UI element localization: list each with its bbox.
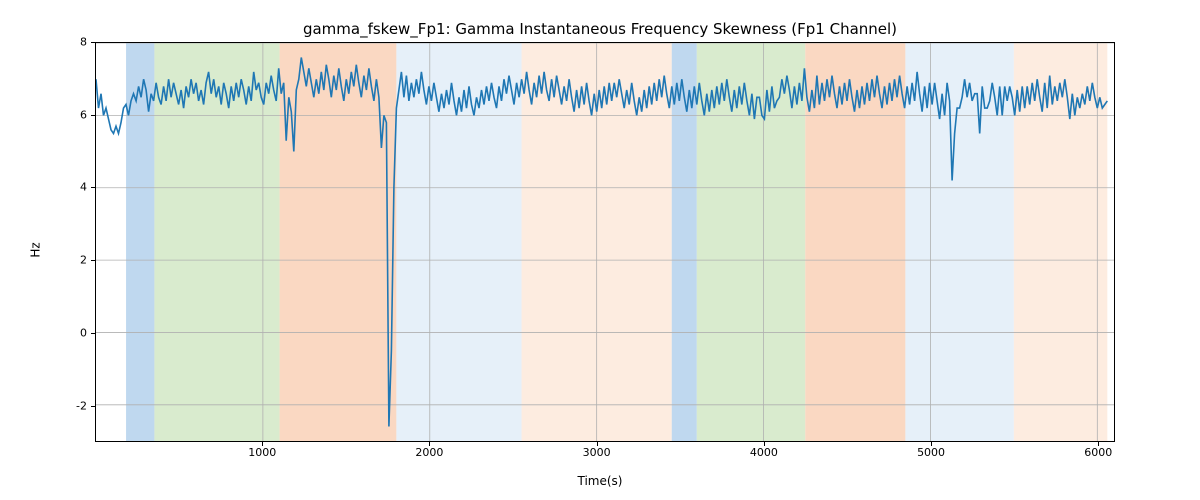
x-tick-label: 4000 bbox=[750, 446, 778, 459]
x-tick-mark bbox=[429, 442, 430, 446]
chart-title: gamma_fskew_Fp1: Gamma Instantaneous Fre… bbox=[0, 20, 1200, 38]
y-tick-mark bbox=[91, 187, 95, 188]
y-tick-label: 2 bbox=[47, 254, 87, 267]
x-tick-mark bbox=[1098, 442, 1099, 446]
y-tick-label: 0 bbox=[47, 326, 87, 339]
y-tick-mark bbox=[91, 333, 95, 334]
y-tick-label: 8 bbox=[47, 36, 87, 49]
y-axis-label: Hz bbox=[29, 242, 43, 257]
plot-svg bbox=[96, 43, 1114, 441]
x-tick-label: 6000 bbox=[1084, 446, 1112, 459]
x-tick-label: 2000 bbox=[415, 446, 443, 459]
x-tick-mark bbox=[931, 442, 932, 446]
y-tick-mark bbox=[91, 260, 95, 261]
y-tick-mark bbox=[91, 115, 95, 116]
y-tick-mark bbox=[91, 406, 95, 407]
figure: gamma_fskew_Fp1: Gamma Instantaneous Fre… bbox=[0, 0, 1200, 500]
x-tick-label: 1000 bbox=[248, 446, 276, 459]
plot-area bbox=[95, 42, 1115, 442]
x-tick-label: 5000 bbox=[917, 446, 945, 459]
x-tick-mark bbox=[262, 442, 263, 446]
phase-band bbox=[154, 43, 279, 441]
x-axis-label: Time(s) bbox=[0, 474, 1200, 488]
y-tick-label: -2 bbox=[47, 399, 87, 412]
x-tick-label: 3000 bbox=[583, 446, 611, 459]
x-tick-mark bbox=[764, 442, 765, 446]
y-tick-mark bbox=[91, 42, 95, 43]
y-tick-label: 4 bbox=[47, 181, 87, 194]
phase-band bbox=[1014, 43, 1107, 441]
x-tick-mark bbox=[597, 442, 598, 446]
y-tick-label: 6 bbox=[47, 108, 87, 121]
